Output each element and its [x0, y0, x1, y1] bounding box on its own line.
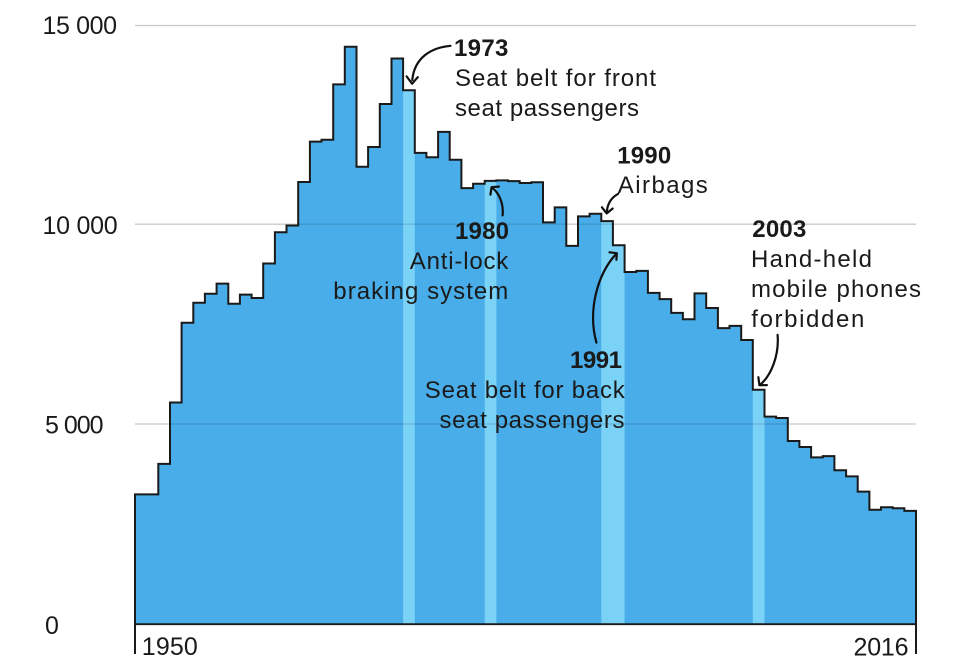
svg-text:Seat belt for front: Seat belt for front — [455, 65, 656, 92]
svg-text:braking system: braking system — [333, 278, 508, 305]
svg-text:1991: 1991 — [570, 347, 622, 374]
svg-text:forbidden: forbidden — [751, 306, 864, 333]
svg-text:1990: 1990 — [617, 143, 671, 170]
svg-text:1980: 1980 — [455, 218, 509, 245]
svg-text:5 000: 5 000 — [45, 412, 104, 440]
svg-text:10 000: 10 000 — [43, 212, 118, 240]
svg-text:Hand-held: Hand-held — [751, 246, 872, 273]
svg-text:1950: 1950 — [142, 633, 198, 661]
svg-text:2016: 2016 — [854, 634, 909, 662]
svg-text:seat passengers: seat passengers — [455, 95, 639, 122]
svg-text:Airbags: Airbags — [618, 172, 708, 199]
svg-text:mobile phones: mobile phones — [751, 276, 921, 303]
svg-text:Anti-lock: Anti-lock — [410, 248, 510, 275]
svg-text:1973: 1973 — [454, 35, 508, 62]
svg-text:15 000: 15 000 — [43, 12, 118, 40]
svg-text:Seat belt for back: Seat belt for back — [425, 377, 626, 404]
svg-text:2003: 2003 — [752, 216, 806, 243]
svg-text:0: 0 — [45, 612, 59, 640]
svg-text:seat passengers: seat passengers — [440, 407, 625, 434]
